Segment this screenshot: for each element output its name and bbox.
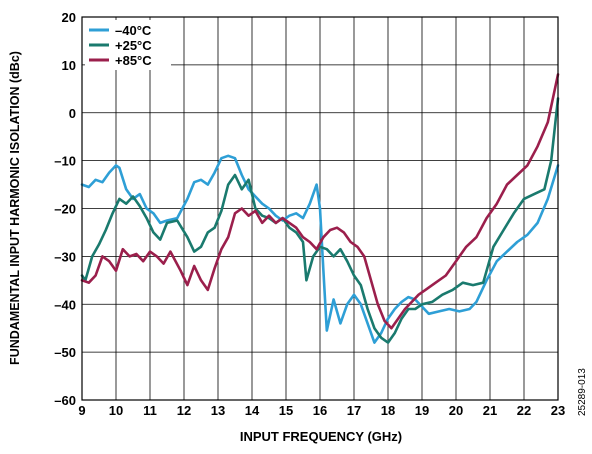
- x-tick-label: 18: [381, 403, 395, 418]
- x-tick-label: 9: [78, 403, 85, 418]
- x-tick-label: 19: [415, 403, 429, 418]
- y-tick-label: –20: [54, 202, 76, 217]
- x-tick-label: 16: [313, 403, 327, 418]
- x-tick-label: 14: [245, 403, 260, 418]
- y-axis-title: FUNDAMENTAL INPUT HARMONIC ISOLATION (dB…: [8, 51, 22, 365]
- figure-id: 25289-013: [577, 368, 588, 416]
- legend-label: +85°C: [115, 53, 152, 68]
- series-line: [80, 97, 560, 344]
- x-tick-label: 13: [211, 403, 225, 418]
- y-tick-label: –60: [54, 393, 76, 408]
- legend: –40°C+25°C+85°C: [85, 20, 171, 70]
- x-tick-label: 15: [279, 403, 293, 418]
- plot-frame: [81, 16, 559, 401]
- x-tick-label: 10: [109, 403, 123, 418]
- x-tick-label: 21: [483, 403, 497, 418]
- x-tick-label: 22: [517, 403, 531, 418]
- x-tick-label: 12: [177, 403, 191, 418]
- legend-label: –40°C: [115, 23, 152, 38]
- x-axis-ticks: 9 10 11 12 13 14 15 16 17 18 19 20 21 22 23: [78, 403, 565, 418]
- y-tick-label: –30: [54, 249, 76, 264]
- x-tick-label: 17: [347, 403, 361, 418]
- series-layer: [80, 73, 560, 344]
- series-line: [80, 154, 560, 344]
- y-tick-label: –40: [54, 297, 76, 312]
- x-tick-label: 23: [551, 403, 565, 418]
- x-tick-label: 11: [143, 403, 157, 418]
- y-axis-ticks: –60 –50 –40 –30 –20 –10 0 10 20: [54, 10, 76, 408]
- y-tick-label: 20: [62, 10, 76, 25]
- legend-label: +25°C: [115, 38, 152, 53]
- x-tick-label: 20: [449, 403, 463, 418]
- series-line: [80, 73, 560, 330]
- y-tick-label: 0: [69, 106, 76, 121]
- y-tick-label: –50: [54, 345, 76, 360]
- y-tick-label: –10: [54, 154, 76, 169]
- x-axis-title: INPUT FREQUENCY (GHz): [240, 429, 402, 444]
- y-tick-label: 10: [62, 58, 76, 73]
